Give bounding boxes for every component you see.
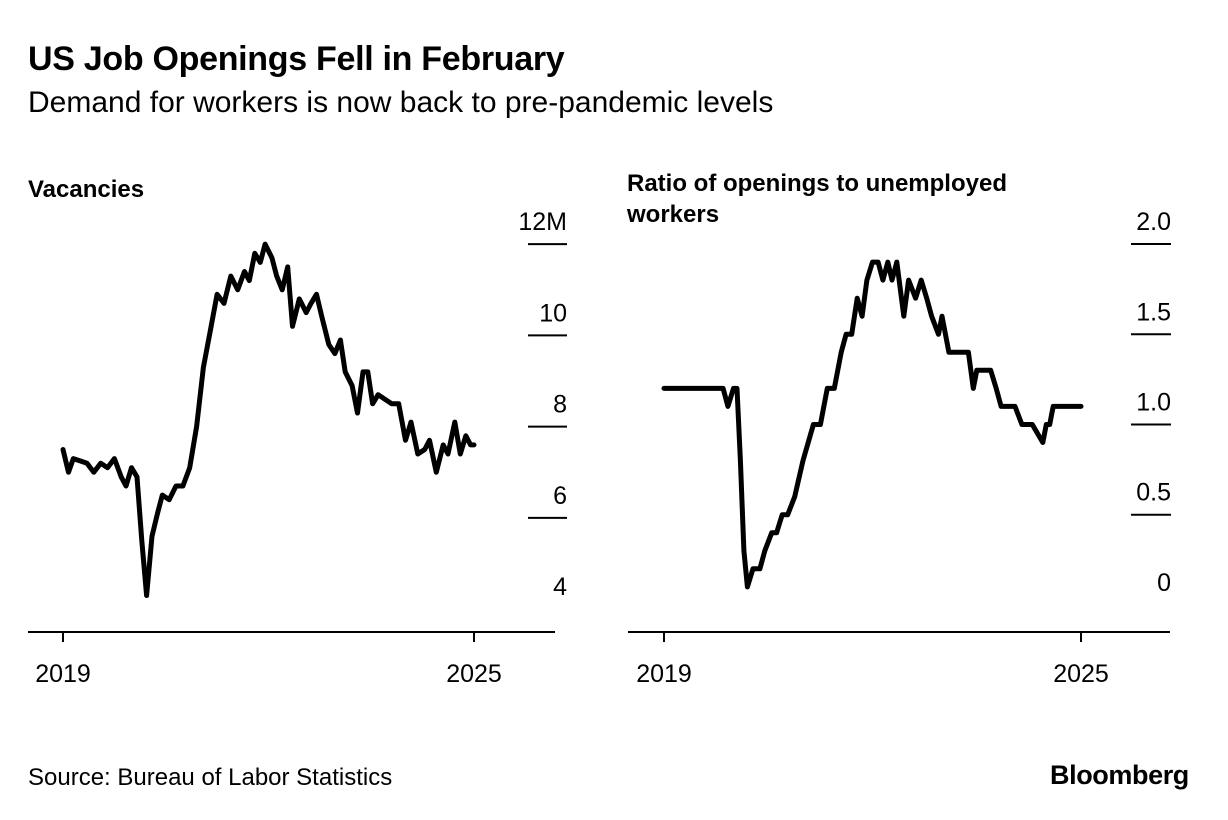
ratio-series-line xyxy=(661,259,1084,590)
vacancies-ytick-label: 8 xyxy=(553,391,567,419)
chart-subtitle: Demand for workers is now back to pre-pa… xyxy=(28,86,774,119)
left-panel-title: Vacancies xyxy=(28,176,145,203)
vacancies-ytick-label: 12M xyxy=(518,208,567,236)
ratio-ytick-label: 1.5 xyxy=(1136,298,1171,326)
vacancies-xtick-label: 2019 xyxy=(35,660,91,688)
vacancies-series-line xyxy=(60,241,477,598)
vacancies-ytick-label: 4 xyxy=(553,573,567,601)
right-panel-title: Ratio of openings to unemployed workers xyxy=(627,170,1007,228)
vacancies-ytick-label: 6 xyxy=(553,482,567,510)
vacancies-panel: 12M 10 8 6 4 2019 2025 xyxy=(28,208,567,688)
source-note: Source: Bureau of Labor Statistics xyxy=(28,764,393,791)
ratio-ytick-label: 0.5 xyxy=(1136,479,1171,507)
chart-title: US Job Openings Fell in February xyxy=(28,40,565,78)
vacancies-xtick-label: 2025 xyxy=(446,660,502,688)
ratio-ytick-label: 0 xyxy=(1157,569,1171,597)
ratio-panel: 2.0 1.5 1.0 0.5 0 2019 2025 xyxy=(628,208,1171,688)
ratio-xtick-label: 2019 xyxy=(636,660,692,688)
ratio-ytick-label: 2.0 xyxy=(1136,208,1171,236)
bloomberg-logo: Bloomberg xyxy=(1050,760,1189,790)
vacancies-ytick-label: 10 xyxy=(539,299,567,327)
ratio-ytick-label: 1.0 xyxy=(1136,388,1171,416)
ratio-xtick-label: 2025 xyxy=(1053,660,1109,688)
